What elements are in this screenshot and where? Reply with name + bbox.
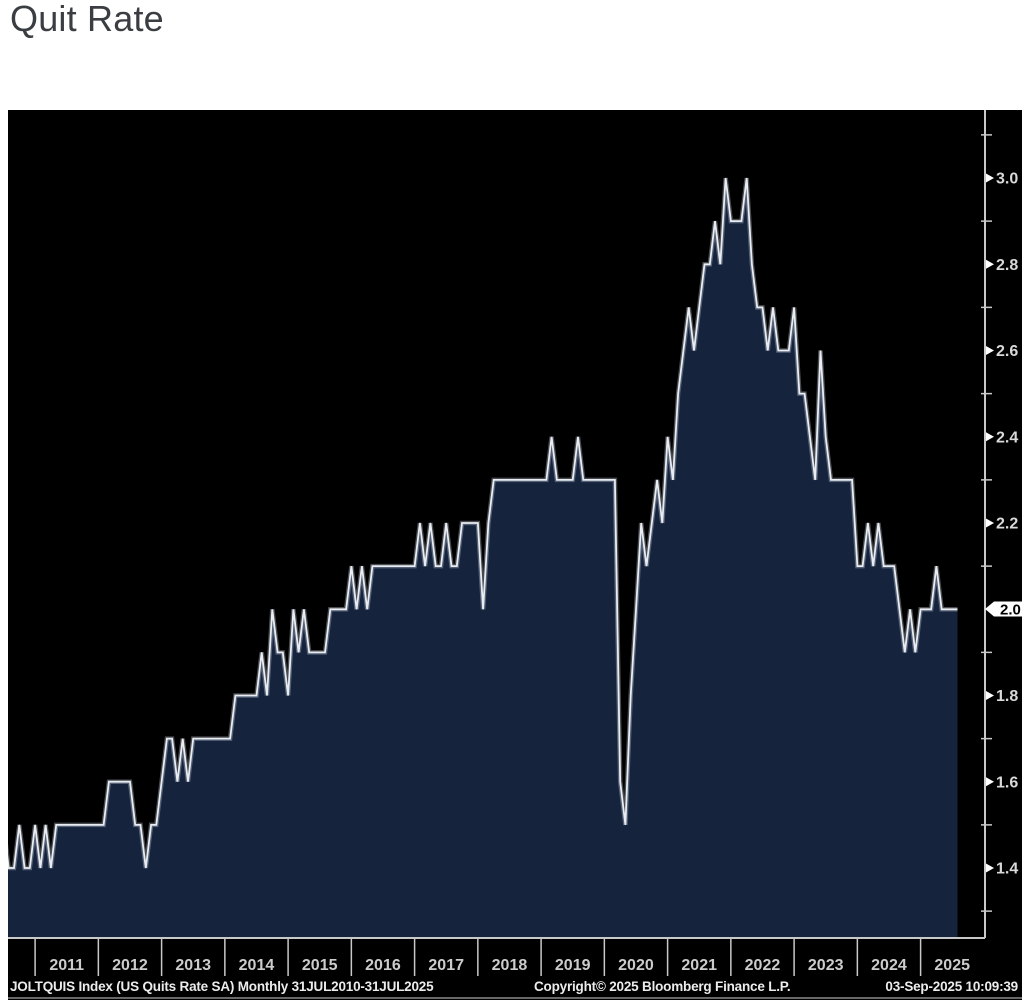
last-value-badge: 2.0	[985, 601, 1023, 619]
year-label: 2016	[365, 957, 401, 974]
y-tick-label: 1.8	[996, 688, 1018, 705]
year-label: 2023	[808, 957, 844, 974]
y-tick-label: 2.4	[996, 429, 1018, 446]
y-major-tick-arrow	[986, 863, 994, 873]
y-major-tick-arrow	[986, 691, 994, 700]
y-axis-ticks: 1.4 1.6 1.8 2.2 2.4 2.6 2.8 3.0	[981, 134, 1018, 912]
year-label: 2014	[239, 957, 275, 974]
year-label: 2020	[618, 957, 654, 974]
y-major-tick-arrow	[986, 777, 994, 787]
area-series	[8, 178, 958, 938]
y-tick-label: 1.4	[996, 861, 1018, 878]
y-tick-label: 2.8	[996, 257, 1018, 274]
y-major-tick-arrow	[986, 518, 994, 528]
year-label: 2017	[428, 957, 464, 974]
plot-area[interactable]	[4, 177, 958, 938]
year-label: 2021	[681, 957, 717, 974]
series-line	[8, 177, 958, 869]
last-value-badge-shape	[985, 601, 1023, 617]
year-label: 2013	[175, 957, 211, 974]
page-title: Quit Rate	[10, 0, 164, 39]
footer-datetime-text: 03-Sep-2025 10:09:39	[885, 979, 1018, 994]
footer-security-text: JOLTQUIS Index (US Quits Rate SA) Monthl…	[10, 979, 434, 994]
year-label: 2019	[555, 957, 591, 974]
y-tick-label: 2.2	[996, 516, 1018, 533]
last-value-badge-text: 2.0	[1000, 602, 1021, 619]
footer-copyright-text: Copyright© 2025 Bloomberg Finance L.P.	[534, 979, 790, 994]
y-major-tick-arrow	[986, 173, 994, 183]
year-label: 2011	[49, 957, 84, 974]
year-label: 2018	[492, 957, 528, 974]
y-tick-label: 3.0	[996, 171, 1018, 188]
y-major-tick-arrow	[986, 346, 994, 355]
y-major-tick-arrow	[986, 259, 994, 269]
year-label: 2024	[871, 957, 907, 974]
year-label: 2012	[112, 957, 148, 974]
footer-bar: JOLTQUIS Index (US Quits Rate SA) Monthl…	[8, 979, 1022, 999]
year-label: 2015	[302, 957, 338, 974]
y-tick-label: 1.6	[996, 774, 1018, 791]
year-label: 2025	[934, 957, 970, 974]
x-axis-ticks: 2011 2012 2013 2014 2015 2016 2017 2018 2019 2020…	[34, 938, 970, 976]
y-tick-label: 2.6	[996, 343, 1018, 360]
year-label: 2022	[745, 957, 781, 974]
y-major-tick-arrow	[986, 432, 994, 442]
